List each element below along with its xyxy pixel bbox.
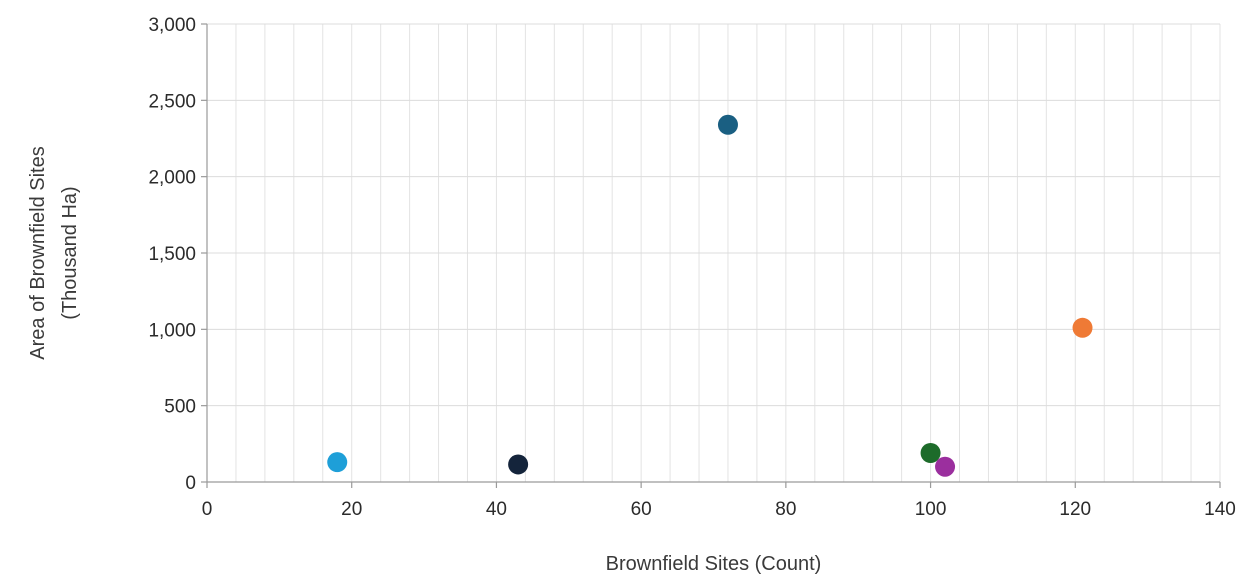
tick-labels: 0 500 1,000 1,500 2,000 2,500 3,000 0 20 40 60 80 10… bbox=[148, 15, 1235, 520]
data-point bbox=[717, 114, 738, 135]
x-tick-label: 80 bbox=[775, 499, 796, 520]
y-axis-title-line1: Area of Brownfield Sites bbox=[27, 146, 49, 359]
x-axis-title: Brownfield Sites (Count) bbox=[606, 553, 822, 575]
data-point bbox=[327, 452, 348, 473]
x-tick-label: 120 bbox=[1059, 499, 1091, 520]
x-tick-label: 100 bbox=[915, 499, 947, 520]
x-tick-label: 140 bbox=[1204, 499, 1236, 520]
y-tick-label: 500 bbox=[164, 397, 196, 418]
x-tick-label: 0 bbox=[202, 499, 213, 520]
data-point bbox=[508, 454, 529, 475]
y-tick-label: 0 bbox=[185, 473, 196, 494]
y-tick-label: 2,500 bbox=[148, 91, 196, 112]
y-tick-label: 1,500 bbox=[148, 244, 196, 265]
y-tick-label: 1,000 bbox=[148, 320, 196, 341]
data-points bbox=[327, 114, 1093, 477]
data-point bbox=[1072, 317, 1093, 338]
data-point bbox=[920, 442, 941, 463]
x-tick-label: 60 bbox=[631, 499, 652, 520]
y-tick-label: 3,000 bbox=[148, 15, 196, 36]
y-tick-label: 2,000 bbox=[148, 168, 196, 189]
x-tick-label: 40 bbox=[486, 499, 507, 520]
data-point bbox=[935, 456, 956, 477]
x-tick-label: 20 bbox=[341, 499, 362, 520]
y-axis-title-line2: (Thousand Ha) bbox=[59, 186, 81, 319]
grid bbox=[207, 23, 1221, 482]
